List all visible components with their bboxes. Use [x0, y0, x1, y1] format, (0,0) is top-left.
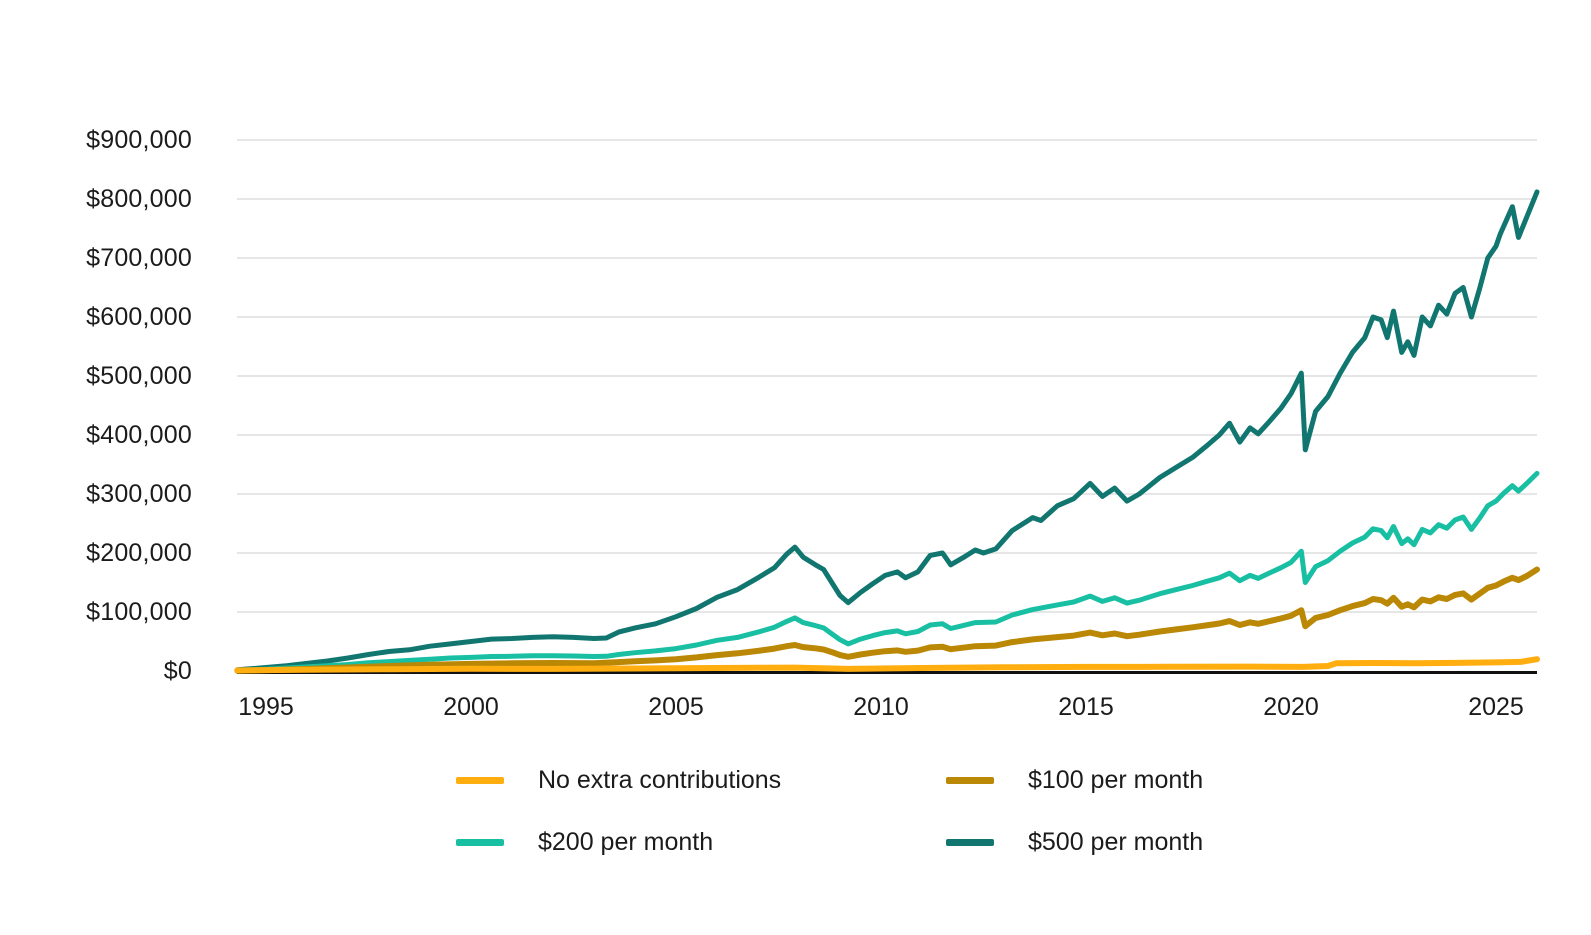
x-tick-label: 2025	[1468, 693, 1524, 721]
legend-swatch-icon	[456, 838, 504, 846]
legend-label: $500 per month	[1028, 827, 1204, 856]
series-lines	[234, 189, 1540, 674]
gridlines	[237, 139, 1537, 613]
x-tick-label: 2000	[443, 693, 499, 721]
y-tick-label: $0	[163, 657, 192, 685]
y-tick-label: $700,000	[86, 244, 192, 272]
legend-label: No extra contributions	[538, 765, 782, 794]
y-tick-label: $600,000	[86, 303, 192, 331]
legend-item-1: $100 per month	[946, 765, 1203, 795]
x-tick-label: 1995	[238, 693, 294, 721]
legend-label: $100 per month	[1028, 765, 1204, 794]
y-tick-label: $100,000	[86, 598, 192, 626]
y-tick-label: $900,000	[86, 126, 192, 154]
y-tick-label: $800,000	[86, 185, 192, 213]
legend-swatch-icon	[946, 776, 994, 784]
x-tick-label: 2010	[853, 693, 909, 721]
series-line-0	[234, 656, 1540, 674]
legend-item-2: $200 per month	[456, 827, 713, 857]
series-line-2	[234, 470, 1540, 673]
legend-item-3: $500 per month	[946, 827, 1203, 857]
legend-swatch-icon	[946, 838, 994, 846]
y-tick-label: $500,000	[86, 362, 192, 390]
y-tick-label: $400,000	[86, 421, 192, 449]
x-tick-label: 2015	[1058, 693, 1114, 721]
y-tick-label: $300,000	[86, 480, 192, 508]
x-tick-label: 2005	[648, 693, 704, 721]
legend-swatch-icon	[456, 776, 504, 784]
series-line-3	[234, 189, 1540, 673]
series-line-1	[234, 566, 1540, 674]
legend-item-0: No extra contributions	[456, 765, 781, 795]
legend-label: $200 per month	[538, 827, 714, 856]
y-tick-label: $200,000	[86, 539, 192, 567]
x-tick-label: 2020	[1263, 693, 1319, 721]
